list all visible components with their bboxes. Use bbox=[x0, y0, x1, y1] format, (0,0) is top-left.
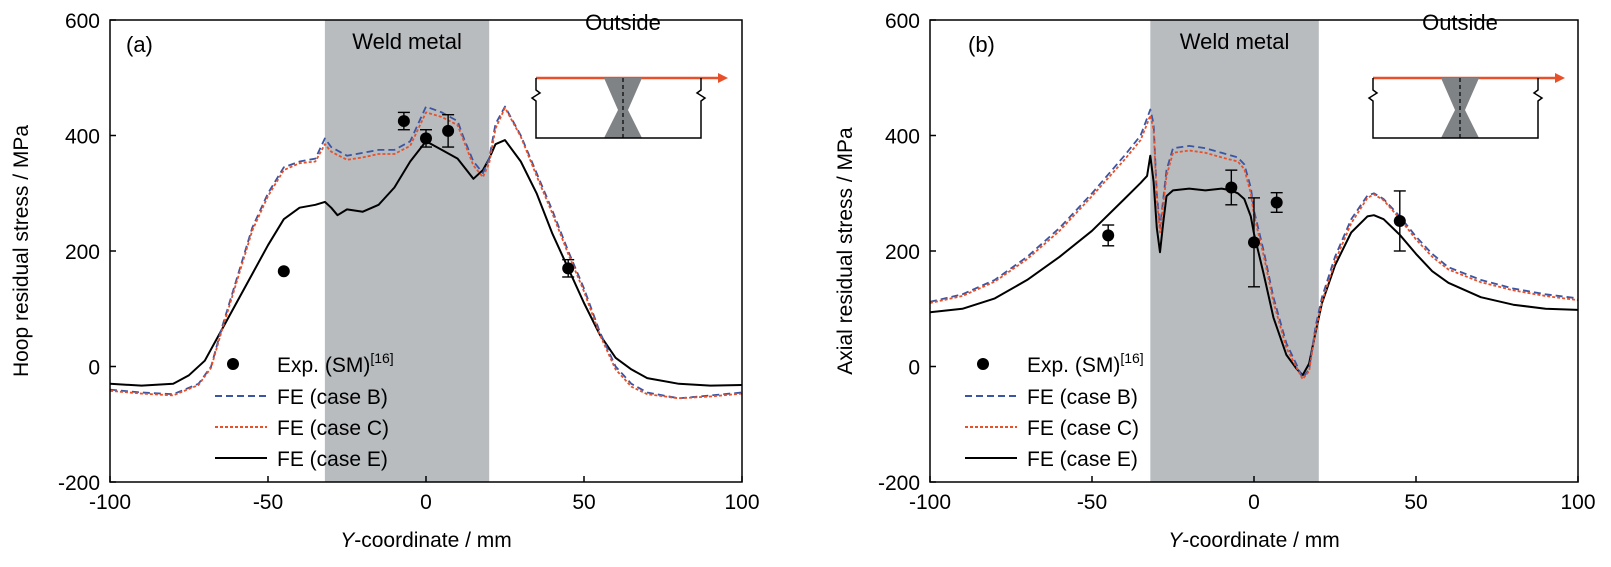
x-tick-label: -50 bbox=[1077, 491, 1107, 514]
exp-point bbox=[562, 262, 575, 275]
series-caseE-line bbox=[110, 139, 742, 387]
weld-region bbox=[324, 20, 490, 482]
y-tick-label: 200 bbox=[885, 241, 920, 264]
x-axis-label: Y-coordinate / mm bbox=[340, 529, 512, 552]
y-tick-label: 400 bbox=[885, 126, 920, 149]
exp-point bbox=[277, 265, 290, 278]
weld-inset: Outside bbox=[530, 10, 728, 139]
legend-caseC-label: FE (case C) bbox=[1027, 417, 1139, 440]
weld-region-label: Weld metal bbox=[1180, 29, 1290, 54]
y-tick-label: 200 bbox=[65, 241, 100, 264]
legend-exp-label: Exp. (SM)[16] bbox=[1027, 350, 1144, 377]
chart-panel-b: Weld metal -100 -50 0 50 100 -200 0 200 400 600 (… bbox=[834, 10, 1596, 552]
series-caseC-line bbox=[110, 106, 742, 400]
legend-caseB-label: FE (case B) bbox=[1027, 386, 1138, 409]
inset-label: Outside bbox=[1422, 10, 1498, 35]
y-tick-label: 600 bbox=[885, 10, 920, 33]
weld-region-label: Weld metal bbox=[352, 29, 462, 54]
legend: Exp. (SM)[16] FE (case B) FE (case C) FE… bbox=[215, 350, 394, 471]
y-axis-label: Hoop residual stress / MPa bbox=[10, 125, 33, 377]
series-caseB-line bbox=[110, 105, 742, 400]
y-tick-label: -200 bbox=[878, 472, 920, 495]
exp-point bbox=[397, 115, 410, 128]
panel-label: (b) bbox=[968, 32, 995, 57]
x-axis-label: Y-coordinate / mm bbox=[1168, 529, 1340, 552]
y-tick-label: -200 bbox=[58, 472, 100, 495]
legend-caseE-label: FE (case E) bbox=[277, 448, 388, 471]
x-tick-label: -100 bbox=[89, 491, 131, 514]
y-tick-label: 400 bbox=[65, 126, 100, 149]
x-tick-label: 0 bbox=[420, 491, 432, 514]
legend-caseC-label: FE (case C) bbox=[277, 417, 389, 440]
legend-exp-marker bbox=[227, 358, 239, 370]
exp-point bbox=[1248, 236, 1260, 249]
inset-label: Outside bbox=[585, 10, 661, 35]
x-tick-label: -50 bbox=[253, 491, 283, 514]
weld-region bbox=[1150, 20, 1319, 482]
y-tick-label: 0 bbox=[908, 357, 920, 380]
x-tick-label: 0 bbox=[1248, 491, 1260, 514]
exp-point bbox=[1102, 229, 1115, 242]
exp-point bbox=[442, 124, 455, 137]
legend-caseB-label: FE (case B) bbox=[277, 386, 388, 409]
y-tick-label: 0 bbox=[88, 357, 100, 380]
x-tick-label: 50 bbox=[1404, 491, 1427, 514]
exp-point bbox=[420, 132, 432, 145]
legend: Exp. (SM)[16] FE (case B) FE (case C) FE… bbox=[965, 350, 1144, 471]
x-tick-label: -100 bbox=[909, 491, 951, 514]
legend-caseE-label: FE (case E) bbox=[1027, 448, 1138, 471]
y-tick-label: 600 bbox=[65, 10, 100, 33]
x-tick-label: 100 bbox=[724, 491, 759, 514]
x-tick-label: 100 bbox=[1560, 491, 1595, 514]
exp-point bbox=[1225, 181, 1238, 194]
y-axis-label: Axial residual stress / MPa bbox=[834, 127, 857, 375]
x-tick-label: 50 bbox=[572, 491, 595, 514]
weld-inset: Outside bbox=[1367, 10, 1565, 139]
chart-panel-a: Weld metal -100 -50 0 50 100 -200 0 200 400 600 (… bbox=[10, 10, 760, 552]
panel-label: (a) bbox=[126, 32, 153, 57]
exp-point bbox=[1393, 214, 1406, 227]
series-caseE-line bbox=[930, 154, 1578, 377]
legend-exp-label: Exp. (SM)[16] bbox=[277, 350, 394, 377]
legend-exp-marker bbox=[977, 358, 989, 370]
exp-point bbox=[1270, 196, 1283, 209]
